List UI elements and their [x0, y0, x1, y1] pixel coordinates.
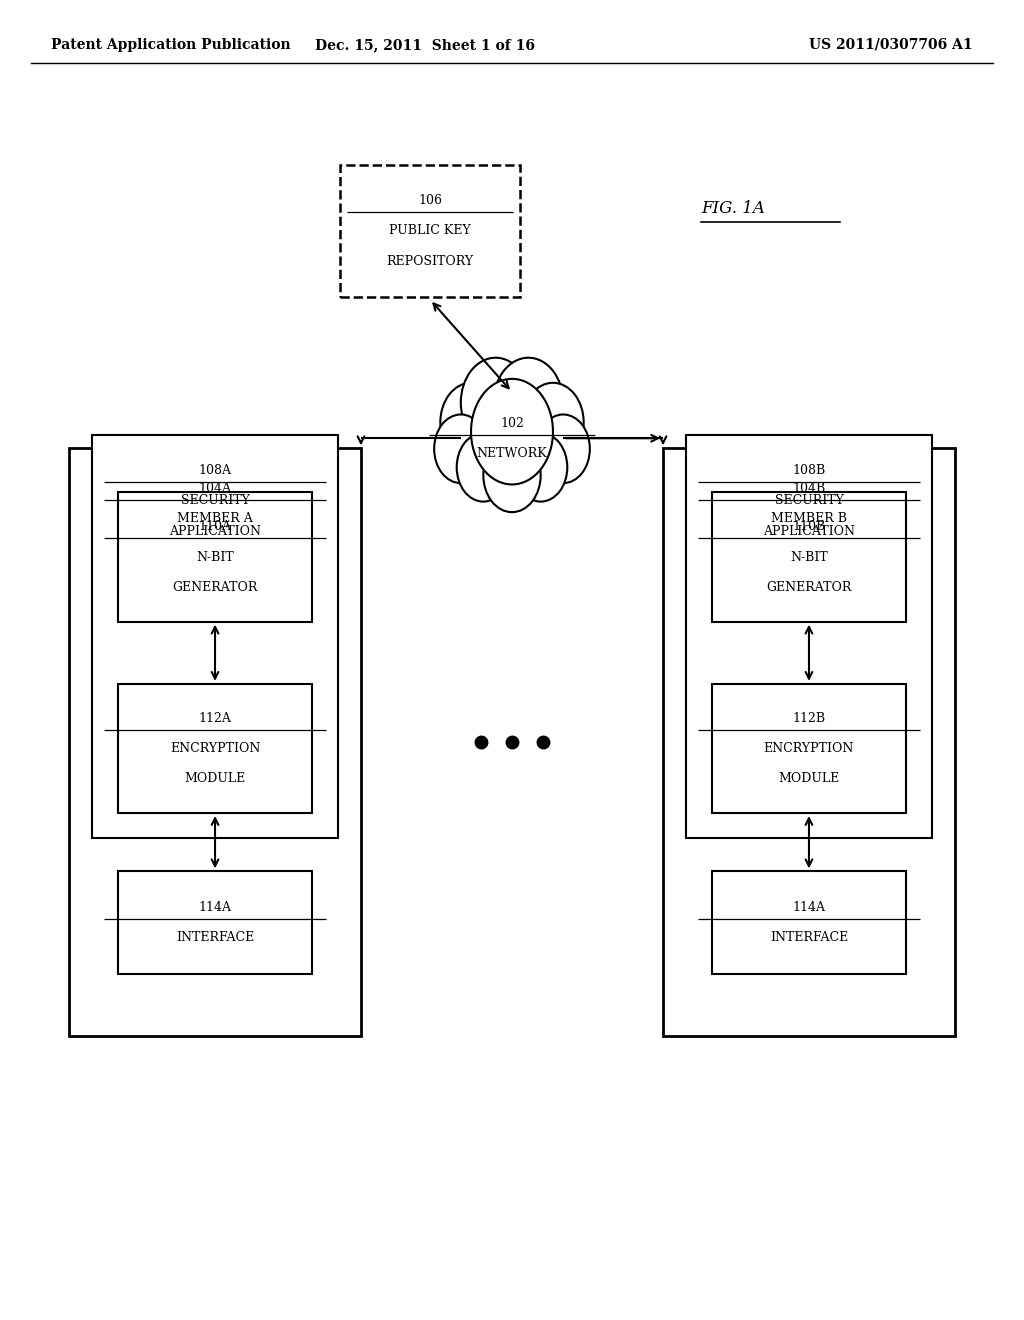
Circle shape	[471, 379, 553, 484]
Text: 110A: 110A	[199, 520, 231, 533]
Text: 110B: 110B	[793, 520, 825, 533]
Text: 108B: 108B	[793, 465, 825, 477]
Text: US 2011/0307706 A1: US 2011/0307706 A1	[809, 38, 973, 51]
Circle shape	[522, 383, 584, 462]
Text: 114A: 114A	[199, 902, 231, 913]
Text: PUBLIC KEY: PUBLIC KEY	[389, 224, 471, 238]
FancyBboxPatch shape	[340, 165, 520, 297]
Circle shape	[483, 438, 541, 512]
Text: GENERATOR: GENERATOR	[766, 581, 852, 594]
FancyBboxPatch shape	[712, 492, 906, 622]
Text: Dec. 15, 2011  Sheet 1 of 16: Dec. 15, 2011 Sheet 1 of 16	[315, 38, 535, 51]
Text: MODULE: MODULE	[184, 772, 246, 785]
Text: 112A: 112A	[199, 711, 231, 725]
Text: MEMBER B: MEMBER B	[771, 512, 847, 525]
Text: SECURITY: SECURITY	[180, 495, 250, 507]
FancyBboxPatch shape	[712, 871, 906, 974]
Text: REPOSITORY: REPOSITORY	[386, 255, 474, 268]
Text: NETWORK: NETWORK	[476, 447, 548, 459]
Text: N-BIT: N-BIT	[791, 550, 827, 564]
FancyBboxPatch shape	[70, 449, 360, 1035]
Text: GENERATOR: GENERATOR	[172, 581, 258, 594]
Text: 108A: 108A	[199, 465, 231, 477]
Text: 104A: 104A	[199, 482, 231, 495]
Text: ENCRYPTION: ENCRYPTION	[764, 742, 854, 755]
Text: INTERFACE: INTERFACE	[770, 932, 848, 944]
FancyBboxPatch shape	[118, 684, 312, 813]
Text: N-BIT: N-BIT	[197, 550, 233, 564]
FancyBboxPatch shape	[686, 434, 932, 837]
FancyBboxPatch shape	[118, 871, 312, 974]
Text: APPLICATION: APPLICATION	[763, 525, 855, 537]
Circle shape	[537, 414, 590, 483]
Text: 114A: 114A	[793, 902, 825, 913]
Circle shape	[457, 433, 510, 502]
Text: 104B: 104B	[793, 482, 825, 495]
Circle shape	[514, 433, 567, 502]
Text: 102: 102	[500, 417, 524, 429]
Text: APPLICATION: APPLICATION	[169, 525, 261, 537]
Text: MODULE: MODULE	[778, 772, 840, 785]
Circle shape	[434, 414, 487, 483]
Text: INTERFACE: INTERFACE	[176, 932, 254, 944]
Text: 106: 106	[418, 194, 442, 207]
FancyBboxPatch shape	[712, 684, 906, 813]
FancyBboxPatch shape	[118, 492, 312, 622]
Text: SECURITY: SECURITY	[774, 495, 844, 507]
FancyBboxPatch shape	[92, 434, 338, 837]
Text: MEMBER A: MEMBER A	[177, 512, 253, 525]
Text: FIG. 1A: FIG. 1A	[701, 201, 765, 216]
FancyBboxPatch shape	[664, 449, 955, 1035]
Circle shape	[440, 383, 502, 462]
Text: ENCRYPTION: ENCRYPTION	[170, 742, 260, 755]
Circle shape	[461, 358, 530, 447]
Text: 112B: 112B	[793, 711, 825, 725]
Text: Patent Application Publication: Patent Application Publication	[51, 38, 291, 51]
Circle shape	[494, 358, 563, 447]
